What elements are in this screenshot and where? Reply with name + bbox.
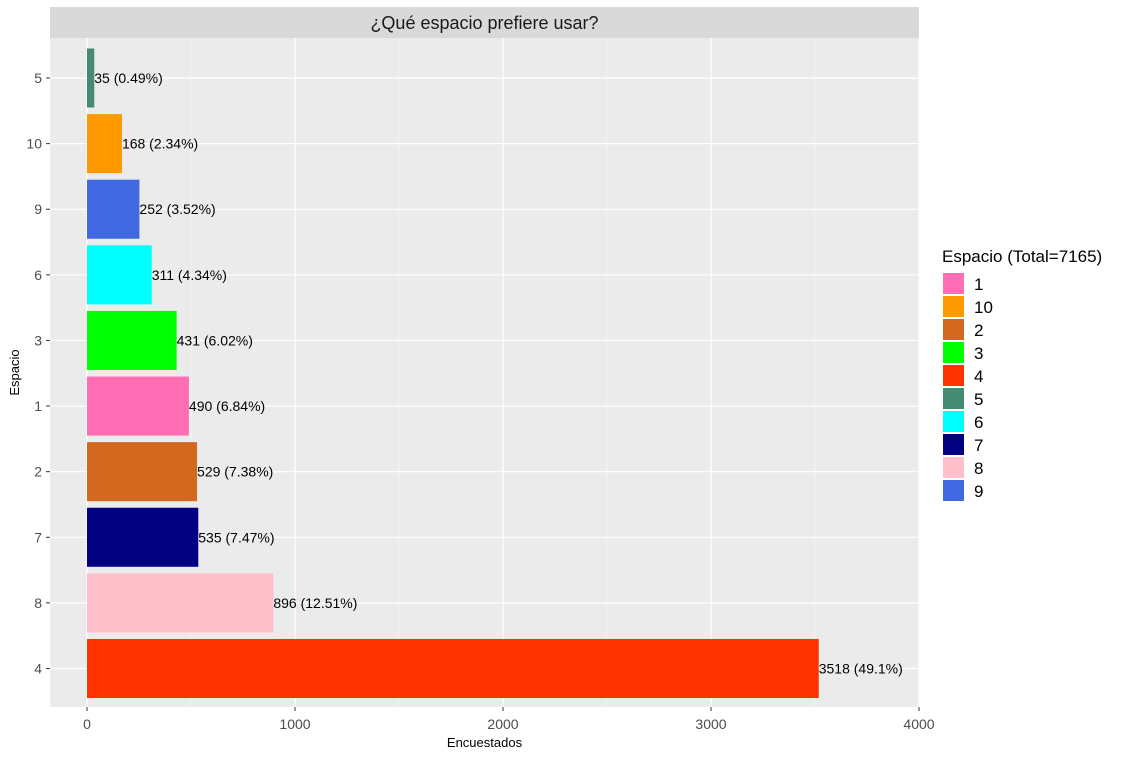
y-tick-label: 1 xyxy=(34,398,42,414)
strip-background xyxy=(50,7,919,38)
x-axis-title: Encuestados xyxy=(447,735,523,750)
x-tick-label: 3000 xyxy=(695,716,726,732)
y-tick-label: 5 xyxy=(34,70,42,86)
bar-espacio-8 xyxy=(87,573,274,633)
legend: 1 10 2 3 4 5 6 7 8 9 xyxy=(943,273,993,501)
legend-key-3 xyxy=(943,342,964,363)
x-tick-label: 0 xyxy=(83,716,91,732)
legend-label: 7 xyxy=(974,436,983,455)
x-tick-label: 4000 xyxy=(903,716,934,732)
x-axis-ticks: 0 1000 2000 3000 4000 xyxy=(83,707,935,732)
legend-label: 2 xyxy=(974,321,983,340)
y-axis-title: Espacio xyxy=(7,349,22,395)
bar-data-label: 168 (2.34%) xyxy=(122,136,198,152)
legend-key-2 xyxy=(943,319,964,340)
bar-data-label: 490 (6.84%) xyxy=(189,398,265,414)
x-tick-label: 1000 xyxy=(279,716,310,732)
legend-label: 1 xyxy=(974,275,983,294)
bar-espacio-1 xyxy=(87,376,189,436)
legend-key-8 xyxy=(943,457,964,478)
bar-espacio-9 xyxy=(87,179,140,239)
legend-label: 4 xyxy=(974,367,983,386)
bar-data-label: 896 (12.51%) xyxy=(273,595,357,611)
x-tick-label: 2000 xyxy=(487,716,518,732)
legend-key-1 xyxy=(943,273,964,294)
bar-data-label: 431 (6.02%) xyxy=(177,332,253,348)
bar-espacio-2 xyxy=(87,442,198,502)
bar-data-label: 311 (4.34%) xyxy=(152,267,227,283)
bar-labels: 35 (0.49%) 168 (2.34%) 252 (3.52%) 311 (4.3… xyxy=(94,70,903,677)
bar-espacio-4 xyxy=(87,638,819,699)
legend-label: 6 xyxy=(974,413,983,432)
y-tick-label: 4 xyxy=(34,661,42,677)
legend-key-4 xyxy=(943,365,964,386)
chart-title: ¿Qué espacio prefiere usar? xyxy=(370,13,598,33)
bar-data-label: 529 (7.38%) xyxy=(197,464,273,480)
legend-label: 8 xyxy=(974,459,983,478)
legend-label: 3 xyxy=(974,344,983,363)
bar-espacio-7 xyxy=(87,507,199,567)
legend-label: 10 xyxy=(974,298,993,317)
bar-espacio-10 xyxy=(87,114,122,174)
bars xyxy=(87,48,819,699)
bar-espacio-3 xyxy=(87,310,177,370)
y-tick-label: 10 xyxy=(26,136,42,152)
bar-espacio-6 xyxy=(87,245,152,305)
legend-key-5 xyxy=(943,388,964,409)
legend-key-9 xyxy=(943,480,964,501)
y-tick-label: 2 xyxy=(34,464,42,480)
y-tick-label: 3 xyxy=(34,332,42,348)
legend-title: Espacio (Total=7165) xyxy=(942,247,1102,266)
bar-data-label: 3518 (49.1%) xyxy=(819,661,903,677)
y-axis-ticks: 5 10 9 6 3 1 2 7 8 4 xyxy=(26,70,50,677)
legend-label: 5 xyxy=(974,390,983,409)
bar-data-label: 35 (0.49%) xyxy=(94,70,162,86)
y-tick-label: 9 xyxy=(34,201,42,217)
legend-key-7 xyxy=(943,434,964,455)
legend-key-10 xyxy=(943,296,964,317)
y-tick-label: 7 xyxy=(34,529,42,545)
legend-key-6 xyxy=(943,411,964,432)
bar-data-label: 252 (3.52%) xyxy=(139,201,215,217)
y-tick-label: 6 xyxy=(34,267,42,283)
bar-espacio-5 xyxy=(87,48,95,108)
y-tick-label: 8 xyxy=(34,595,42,611)
bar-data-label: 535 (7.47%) xyxy=(198,529,274,545)
legend-label: 9 xyxy=(974,482,983,501)
